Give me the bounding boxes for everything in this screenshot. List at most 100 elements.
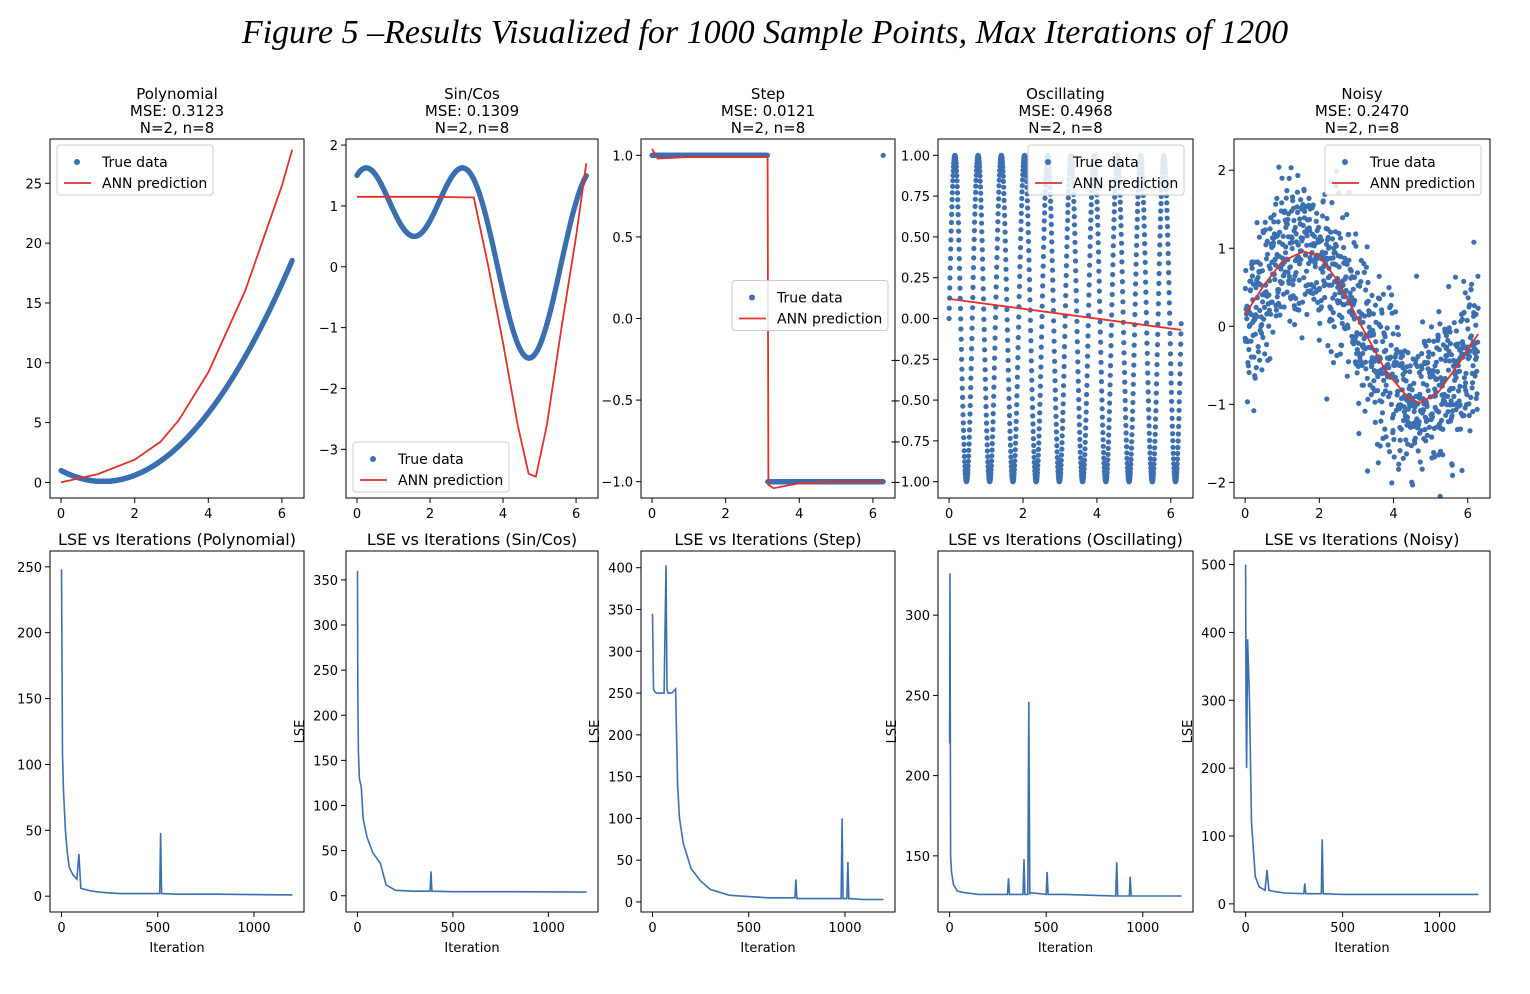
data-point bbox=[1111, 217, 1117, 223]
data-point bbox=[1166, 300, 1172, 306]
data-point bbox=[1264, 238, 1270, 244]
data-point bbox=[1025, 238, 1032, 244]
data-point bbox=[979, 256, 986, 262]
data-point bbox=[1074, 318, 1080, 324]
data-point bbox=[1147, 437, 1153, 443]
plot-subtitle: N=2, n=8 bbox=[140, 119, 215, 137]
data-point bbox=[1158, 208, 1164, 214]
data-point bbox=[289, 257, 295, 263]
data-point bbox=[1000, 178, 1007, 184]
data-point bbox=[1178, 341, 1184, 347]
data-point bbox=[959, 376, 965, 382]
data-point bbox=[972, 219, 978, 225]
data-point bbox=[1433, 359, 1439, 365]
data-point bbox=[957, 285, 963, 291]
data-point bbox=[1039, 293, 1046, 299]
data-point bbox=[1063, 292, 1069, 299]
x-tick-label: 4 bbox=[1093, 507, 1101, 522]
data-point bbox=[1048, 213, 1054, 219]
data-point bbox=[1096, 268, 1102, 274]
data-point bbox=[973, 177, 979, 183]
data-point bbox=[1099, 406, 1105, 412]
ann-prediction-line bbox=[651, 148, 884, 490]
data-point bbox=[1290, 198, 1296, 204]
plot-subtitle: N=2, n=8 bbox=[435, 119, 510, 137]
data-point bbox=[1053, 429, 1059, 435]
data-point bbox=[969, 346, 975, 352]
legend-marker-true-data bbox=[749, 294, 755, 301]
data-point bbox=[1004, 296, 1010, 302]
data-point bbox=[1119, 259, 1125, 265]
data-point bbox=[1082, 432, 1089, 438]
data-point bbox=[1062, 333, 1068, 339]
data-point bbox=[995, 211, 1001, 217]
data-point bbox=[977, 168, 983, 174]
data-point bbox=[1319, 237, 1325, 243]
data-point bbox=[1050, 287, 1056, 293]
data-point bbox=[1026, 248, 1032, 254]
data-point bbox=[1031, 454, 1037, 460]
data-point bbox=[1081, 466, 1087, 472]
data-point bbox=[1384, 325, 1390, 331]
x-tick-label: 0 bbox=[648, 507, 656, 522]
data-point bbox=[1083, 409, 1089, 415]
data-point bbox=[1105, 451, 1111, 457]
data-point bbox=[1178, 321, 1184, 327]
data-point bbox=[1274, 195, 1280, 201]
data-point bbox=[1129, 416, 1135, 422]
data-point bbox=[1317, 320, 1323, 326]
data-point bbox=[1143, 309, 1149, 316]
data-point bbox=[1038, 344, 1044, 350]
data-point bbox=[1054, 449, 1060, 455]
data-point bbox=[1065, 217, 1071, 224]
data-point bbox=[1436, 309, 1442, 315]
data-point bbox=[1052, 368, 1058, 374]
data-point bbox=[980, 276, 986, 282]
data-point bbox=[1386, 365, 1392, 371]
data-point bbox=[1038, 354, 1044, 360]
data-point bbox=[1170, 438, 1176, 444]
data-point bbox=[1107, 391, 1113, 397]
data-point bbox=[1106, 409, 1112, 415]
data-point bbox=[1007, 428, 1013, 434]
data-point bbox=[1376, 296, 1383, 302]
data-point bbox=[950, 172, 956, 179]
data-point bbox=[1076, 405, 1082, 411]
data-point bbox=[1142, 269, 1148, 275]
data-point bbox=[1112, 194, 1118, 200]
data-point bbox=[979, 229, 985, 235]
data-point bbox=[1293, 295, 1299, 302]
data-point bbox=[967, 402, 973, 409]
data-point bbox=[1361, 269, 1367, 275]
data-point bbox=[1276, 287, 1282, 293]
data-point bbox=[1386, 285, 1392, 291]
data-point bbox=[1339, 314, 1345, 321]
data-point bbox=[1073, 298, 1079, 304]
data-point bbox=[1400, 365, 1406, 371]
data-point bbox=[1272, 276, 1278, 283]
data-point bbox=[1118, 231, 1124, 237]
data-point bbox=[1411, 380, 1417, 386]
data-point bbox=[1169, 407, 1175, 413]
data-point bbox=[1382, 388, 1389, 394]
data-point bbox=[1105, 457, 1111, 463]
data-point bbox=[1122, 406, 1128, 412]
data-point bbox=[1383, 382, 1389, 388]
true-data-points bbox=[354, 165, 589, 361]
data-point bbox=[1082, 452, 1088, 458]
data-point bbox=[1328, 349, 1334, 355]
data-point bbox=[1323, 250, 1329, 256]
data-point bbox=[979, 247, 985, 253]
data-point bbox=[1081, 462, 1087, 468]
data-point bbox=[1280, 233, 1286, 239]
data-point bbox=[1037, 401, 1043, 407]
data-point bbox=[968, 365, 974, 372]
data-point bbox=[1290, 282, 1296, 288]
data-point bbox=[1422, 426, 1428, 433]
data-point bbox=[959, 366, 965, 372]
data-point bbox=[1258, 282, 1264, 288]
data-point bbox=[1064, 235, 1070, 241]
data-point bbox=[1368, 392, 1374, 398]
data-point bbox=[1146, 407, 1152, 413]
